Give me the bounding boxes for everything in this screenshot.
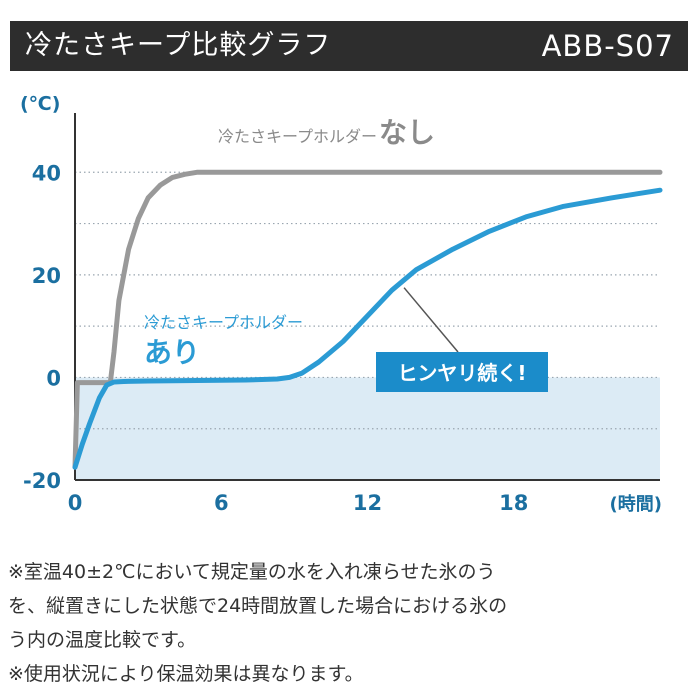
series-line-with-holder [72, 187, 663, 470]
footnote-line: ※室温40±2℃において規定量の水を入れ凍らせた氷のう [8, 561, 496, 583]
y-tick-label: 20 [32, 264, 61, 288]
footnotes: ※室温40±2℃において規定量の水を入れ凍らせた氷のう を、縦置きにした状態で2… [8, 555, 698, 691]
label-without-holder: 冷たさキープホルダーなし [218, 116, 435, 149]
model-number: ABB-S07 [541, 29, 674, 63]
series-line-without-holder [72, 169, 663, 470]
footnote-line: ※使用状況により保温効果は異なります。 [8, 663, 364, 685]
callout-pointer-line [403, 287, 459, 353]
callout-text: ヒンヤリ続く! [397, 361, 526, 385]
footnote-line: を、縦置きにした状態で24時間放置した場合における氷の [8, 595, 508, 617]
x-tick-label: 0 [68, 491, 83, 515]
label-with-holder: 冷たさキープホルダー [144, 313, 303, 332]
y-axis-label: (℃) [20, 93, 60, 115]
callout-box [376, 352, 548, 392]
footnote-line: う内の温度比較です。 [8, 629, 197, 651]
x-axis-label: (時間) [610, 494, 662, 515]
label-without-holder-emphasis: なし [379, 116, 435, 149]
label-with-holder-emphasis: あり [144, 336, 200, 369]
x-tick-label: 12 [353, 491, 382, 515]
header-bar: 冷たさキープ比較グラフ ABB-S07 [10, 21, 688, 71]
chart-title: 冷たさキープ比較グラフ [25, 30, 332, 61]
y-tick-label: 40 [32, 161, 61, 185]
x-tick-label: 18 [499, 491, 528, 515]
y-tick-label: -20 [23, 469, 61, 493]
y-tick-label: 0 [46, 366, 61, 390]
x-tick-label: 6 [214, 491, 229, 515]
